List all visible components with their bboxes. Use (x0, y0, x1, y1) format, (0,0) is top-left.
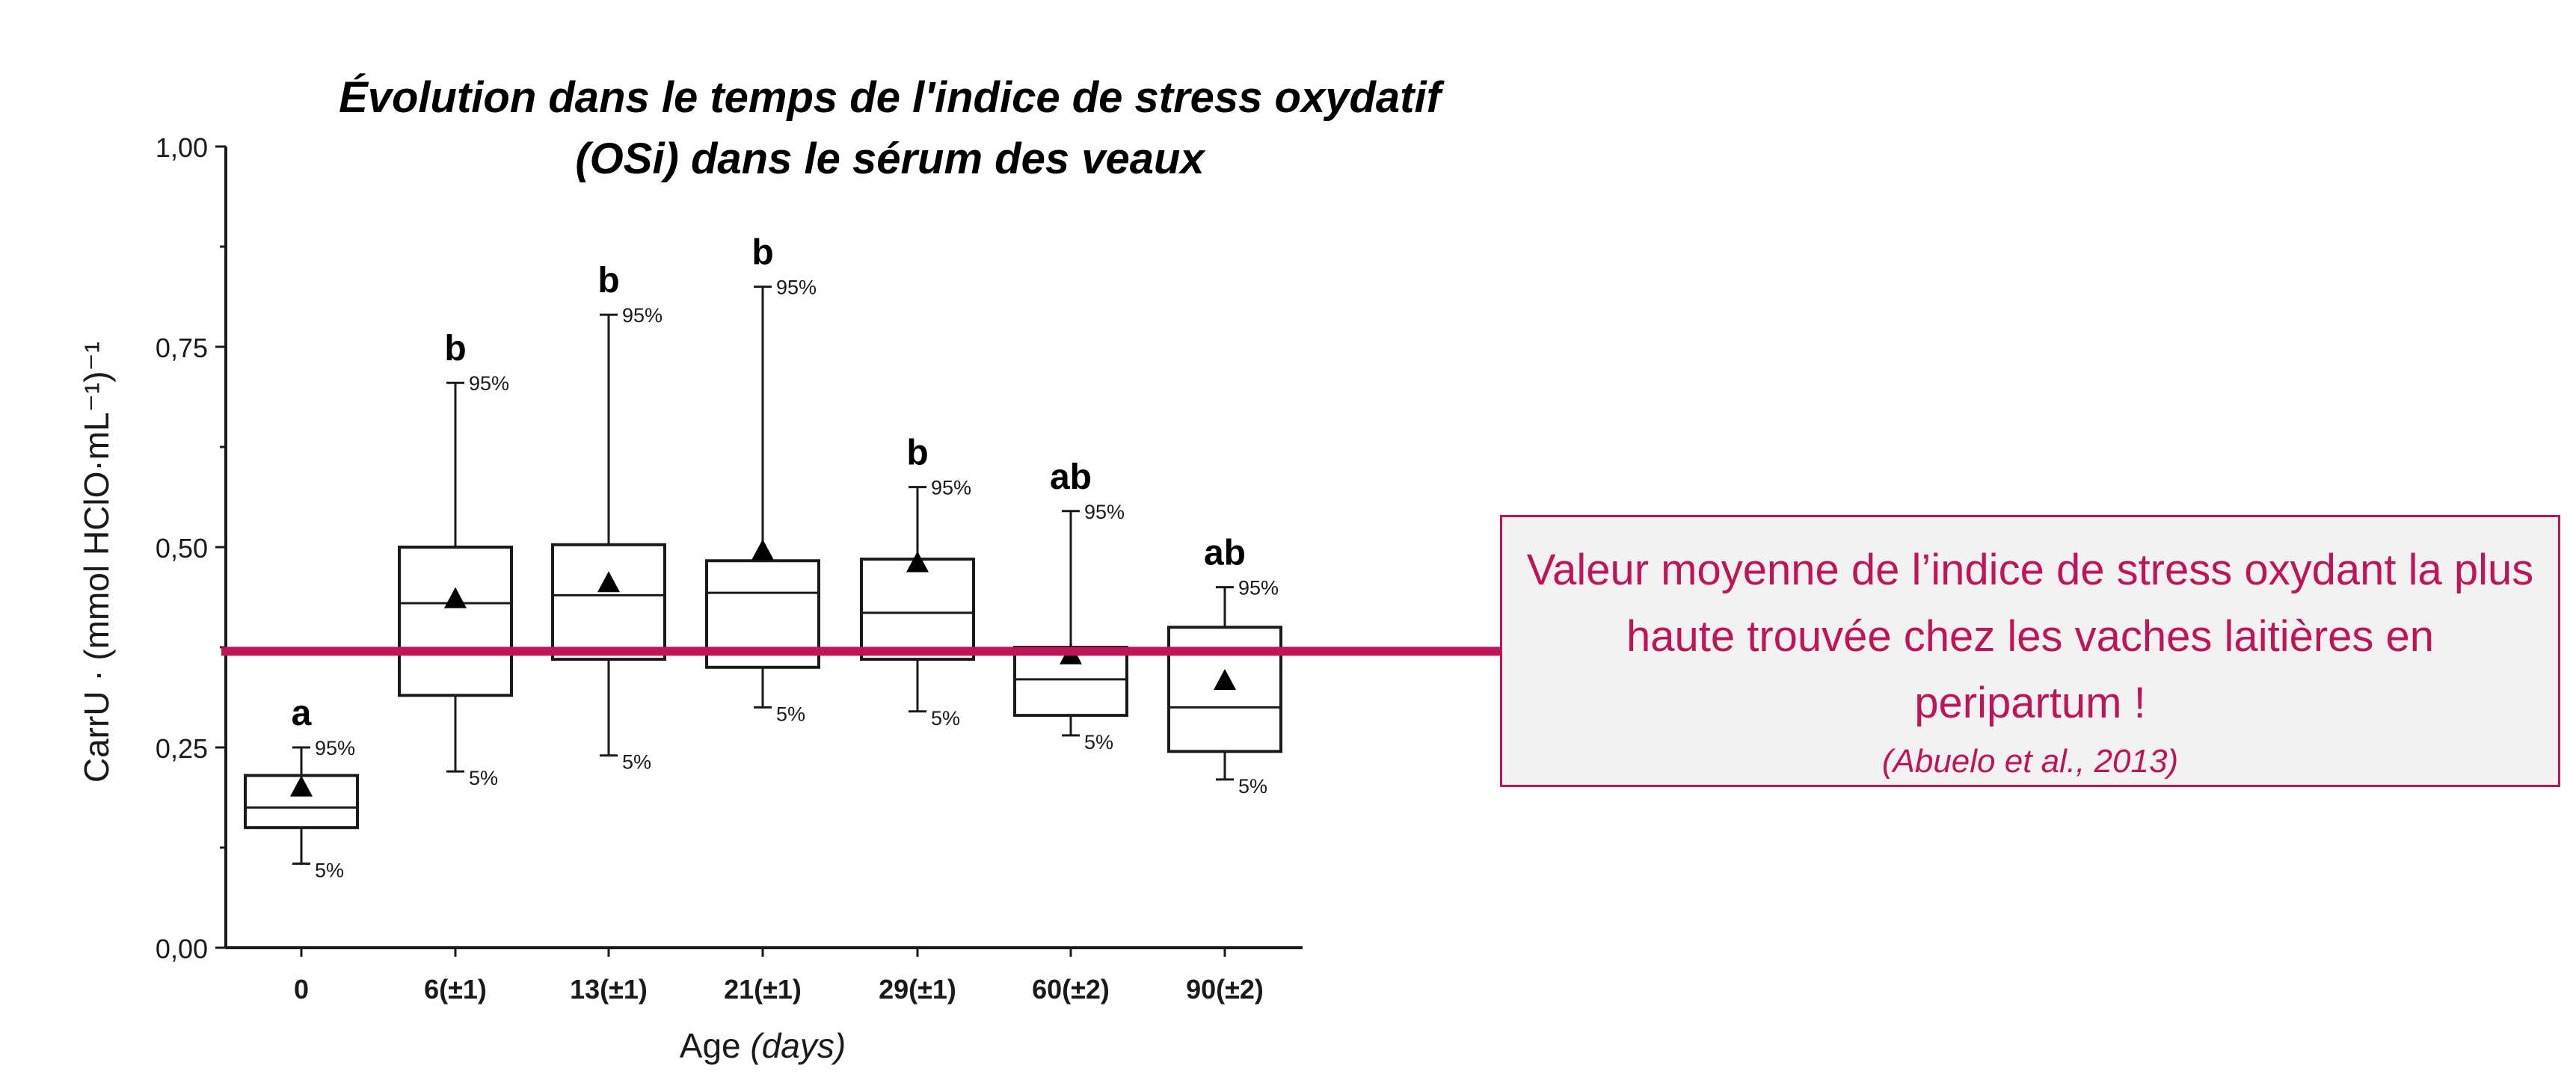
x-tick-label: 60(±2) (1032, 974, 1110, 1005)
p5-label: 5% (931, 707, 960, 729)
mean-marker (1214, 669, 1236, 691)
y-tick-label: 0,25 (156, 733, 208, 764)
x-tick-label: 90(±2) (1186, 974, 1264, 1005)
box-iqr (551, 543, 666, 661)
p95-label: 95% (315, 737, 355, 759)
significance-letter: a (292, 694, 312, 733)
p95-label: 95% (1238, 577, 1279, 599)
mean-marker (751, 539, 774, 561)
x-axis-label: Age (days) (680, 1026, 846, 1065)
p95-label: 95% (931, 477, 971, 499)
significance-letter: b (597, 261, 619, 300)
p5-label: 5% (622, 751, 651, 774)
y-tick-label: 0,00 (156, 934, 208, 964)
significance-letter: b (444, 329, 466, 368)
p5-label: 5% (315, 859, 344, 881)
chart-title-line-1: Évolution dans le temps de l'indice de s… (339, 73, 1441, 122)
p5-label: 5% (1084, 731, 1113, 753)
significance-letter: ab (1204, 534, 1246, 573)
y-axis-label: CarrU · (mmol HClO·mL⁻¹)⁻¹ (77, 342, 116, 783)
callout-citation: (Abuelo et al., 2013) (1881, 743, 2179, 780)
mean-marker (290, 775, 313, 797)
box-iqr (398, 546, 513, 697)
p5-label: 5% (469, 767, 498, 789)
significance-letter: ab (1050, 457, 1092, 497)
p5-label: 5% (1238, 775, 1267, 798)
chart-title: Évolution dans le temps de l'indice de s… (254, 67, 1525, 190)
x-tick-label: 29(±1) (879, 974, 956, 1005)
significance-letter: b (906, 434, 928, 473)
box-iqr (860, 558, 975, 661)
x-tick-label: 6(±1) (424, 974, 487, 1005)
callout-text: Valeur moyenne de l’indice de stress oxy… (1526, 546, 2534, 727)
p95-label: 95% (776, 277, 817, 299)
p95-label: 95% (1084, 501, 1125, 523)
box-iqr (1013, 646, 1128, 718)
x-tick-label: 13(±1) (570, 974, 648, 1005)
x-tick-label: 21(±1) (724, 974, 802, 1005)
y-tick-label: 1,00 (156, 132, 208, 163)
y-tick-label: 0,50 (156, 533, 208, 564)
mean-marker (906, 551, 929, 573)
y-tick-label: 0,75 (156, 333, 208, 363)
mean-marker (444, 587, 467, 608)
mean-marker (597, 571, 620, 593)
p95-label: 95% (469, 372, 509, 395)
annotation-callout-box: Valeur moyenne de l’indice de stress oxy… (1500, 515, 2560, 787)
x-tick-label: 0 (294, 974, 309, 1005)
p5-label: 5% (776, 703, 805, 725)
p95-label: 95% (622, 304, 663, 327)
chart-title-line-2: (OSi) dans le sérum des veaux (575, 135, 1205, 183)
significance-letter: b (751, 233, 773, 273)
